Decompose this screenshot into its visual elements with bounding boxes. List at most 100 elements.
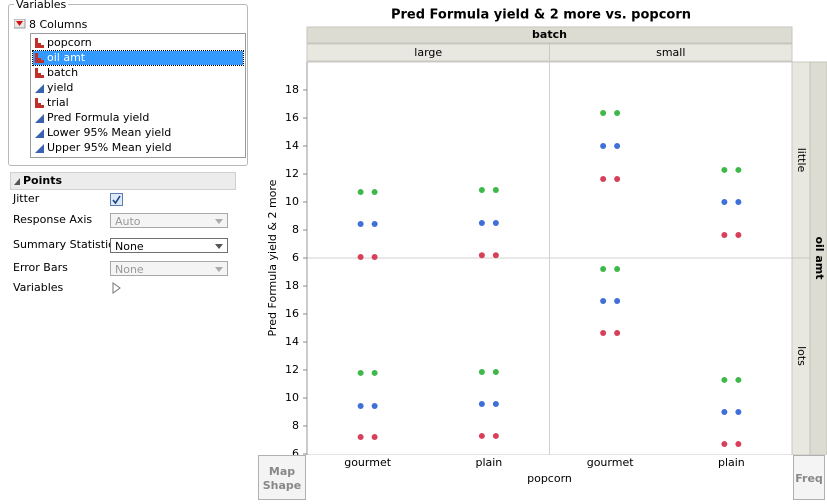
drop-zone[interactable]: Freq bbox=[793, 455, 825, 500]
column-type-icon bbox=[35, 84, 44, 93]
y-tick-label: 6 bbox=[292, 251, 299, 264]
checkbox[interactable] bbox=[110, 193, 123, 206]
column-name: Lower 95% Mean yield bbox=[47, 126, 172, 139]
column-type-icon bbox=[35, 68, 44, 78]
point bbox=[735, 441, 742, 448]
point bbox=[371, 369, 378, 376]
point bbox=[600, 297, 607, 304]
option-label: Error Bars bbox=[13, 261, 68, 274]
group-title: Variables bbox=[14, 0, 69, 11]
point bbox=[614, 176, 621, 183]
section-header[interactable]: Points bbox=[10, 172, 236, 190]
column-item[interactable]: Lower 95% Mean yield bbox=[33, 126, 243, 140]
y-tick-label: 18 bbox=[285, 83, 299, 96]
point bbox=[735, 409, 742, 415]
facet-level: lots bbox=[795, 346, 808, 366]
facet-level-header bbox=[549, 43, 793, 62]
point bbox=[600, 176, 607, 183]
column-name: Pred Formula yield bbox=[47, 111, 150, 124]
point bbox=[492, 432, 499, 439]
y-tick-label: 12 bbox=[285, 167, 299, 180]
y-axis-label: Pred Formula yield & 2 more bbox=[266, 179, 279, 336]
dropdown: None bbox=[110, 261, 228, 276]
x-tick-label: gourmet bbox=[587, 456, 634, 469]
column-name: yield bbox=[47, 81, 74, 94]
point bbox=[721, 166, 728, 173]
point bbox=[357, 434, 364, 441]
y-tick-label: 16 bbox=[285, 111, 299, 124]
point bbox=[721, 199, 728, 205]
collapse-icon[interactable] bbox=[13, 177, 22, 186]
facet-title: batch bbox=[532, 28, 567, 41]
point bbox=[735, 232, 742, 239]
y-tick-label: 14 bbox=[285, 139, 299, 152]
drop-zone[interactable]: Map Shape bbox=[258, 455, 306, 500]
point bbox=[478, 186, 485, 193]
disclosure-icon[interactable] bbox=[14, 19, 26, 29]
column-name: batch bbox=[47, 66, 79, 79]
point bbox=[478, 220, 485, 226]
point bbox=[735, 376, 742, 383]
column-item[interactable]: popcorn bbox=[33, 36, 243, 50]
point bbox=[492, 186, 499, 193]
point bbox=[371, 402, 378, 409]
point bbox=[614, 330, 621, 337]
point bbox=[735, 199, 742, 205]
point bbox=[614, 109, 621, 116]
column-item[interactable]: trial bbox=[33, 96, 243, 110]
point bbox=[600, 143, 607, 149]
point bbox=[478, 252, 485, 259]
point bbox=[478, 432, 485, 439]
point bbox=[735, 166, 742, 173]
column-item[interactable]: batch bbox=[33, 66, 243, 80]
x-axis-label: popcorn bbox=[527, 472, 572, 485]
y-tick-label: 10 bbox=[285, 391, 299, 404]
point bbox=[721, 376, 728, 383]
point bbox=[371, 189, 378, 196]
column-type-icon bbox=[35, 144, 44, 153]
column-item[interactable]: oil amt bbox=[32, 50, 244, 66]
column-list[interactable]: popcorn oil amt batch yield trial Pred Formul… bbox=[30, 33, 246, 158]
point bbox=[371, 434, 378, 441]
column-item[interactable]: Upper 95% Mean yield bbox=[33, 141, 243, 155]
point bbox=[614, 143, 621, 149]
column-item[interactable]: Pred Formula yield bbox=[33, 111, 243, 125]
y-tick-label: 12 bbox=[285, 363, 299, 376]
point bbox=[357, 369, 364, 376]
point bbox=[492, 401, 499, 408]
dropdown: Auto bbox=[110, 213, 228, 228]
column-name: Upper 95% Mean yield bbox=[47, 141, 172, 154]
column-item[interactable]: yield bbox=[33, 81, 243, 95]
variables-group bbox=[8, 4, 248, 166]
column-type-icon bbox=[35, 114, 44, 123]
dropdown[interactable]: None bbox=[110, 238, 228, 253]
point bbox=[721, 232, 728, 239]
point bbox=[600, 330, 607, 337]
chart: Pred Formula yield & 2 more vs. popcorn b… bbox=[266, 8, 827, 455]
x-tick-label: plain bbox=[718, 456, 745, 469]
point bbox=[600, 266, 607, 273]
point bbox=[492, 220, 499, 226]
facet-level: large bbox=[414, 46, 442, 59]
point bbox=[614, 297, 621, 304]
option-label: Jitter bbox=[13, 192, 40, 205]
y-tick-label: 16 bbox=[285, 307, 299, 320]
point bbox=[478, 368, 485, 375]
point bbox=[478, 401, 485, 408]
point bbox=[357, 402, 364, 409]
column-name: popcorn bbox=[47, 36, 92, 49]
x-axis: gourmet plain gourmet plain popcorn bbox=[344, 456, 745, 485]
y-tick-label: 10 bbox=[285, 195, 299, 208]
point bbox=[614, 266, 621, 273]
point bbox=[357, 254, 364, 261]
point bbox=[492, 252, 499, 259]
point bbox=[721, 409, 728, 415]
option-label: Variables bbox=[13, 281, 64, 294]
column-type-icon bbox=[35, 53, 44, 63]
column-type-icon bbox=[35, 129, 44, 138]
column-type-icon bbox=[35, 98, 44, 108]
point bbox=[721, 441, 728, 448]
expand-icon[interactable] bbox=[112, 282, 121, 297]
facet-level: small bbox=[656, 46, 685, 59]
